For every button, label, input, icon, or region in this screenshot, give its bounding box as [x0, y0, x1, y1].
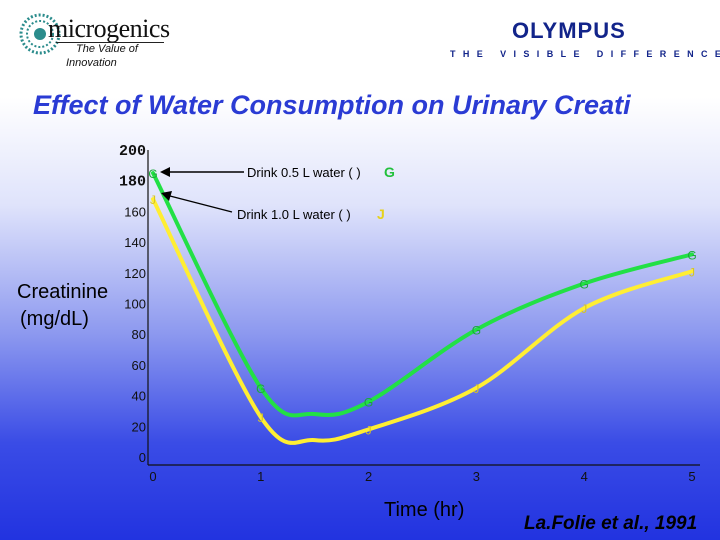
data-point-marker: G — [256, 382, 265, 396]
microgenics-rule — [56, 42, 164, 43]
y-axis-label-line1: Creatinine — [17, 281, 108, 303]
y-tick-label: 40 — [132, 389, 146, 404]
annotation-yellow: Drink 1.0 L water ( ) — [237, 207, 351, 222]
y-tick-label: 200 — [119, 143, 146, 160]
data-point-marker: G — [580, 278, 589, 292]
x-tick-label: 0 — [149, 469, 156, 484]
citation: La.Folie et al., 1991 — [524, 513, 698, 534]
x-tick-label: 5 — [688, 469, 695, 484]
y-tick-label: 0 — [139, 450, 146, 465]
y-tick-label: 180 — [119, 174, 146, 191]
data-point-marker: J — [581, 302, 587, 316]
y-tick-label: 80 — [132, 327, 146, 342]
x-tick-label: 2 — [365, 469, 372, 484]
x-tick-labels: 0 1 2 3 4 5 — [149, 469, 695, 484]
y-tick-label: 20 — [132, 419, 146, 434]
data-point-marker: G — [148, 167, 157, 181]
y-axis-label-line2: (mg/dL) — [20, 308, 89, 330]
data-point-marker: G — [472, 324, 481, 338]
slide-title: Effect of Water Consumption on Urinary C… — [33, 90, 631, 120]
annotation-arrowhead-green — [160, 167, 170, 177]
series-line-green — [151, 171, 694, 418]
chart-axes — [147, 150, 700, 466]
olympus-name: OLYMPUS — [512, 18, 626, 43]
data-point-marker: J — [473, 382, 479, 396]
series-line-yellow — [151, 197, 694, 445]
annotation-arrowhead-yellow — [161, 191, 172, 201]
microgenics-tagline-1: The Value of — [76, 43, 138, 55]
data-point-marker: G — [687, 248, 696, 262]
microgenics-tagline-2: Innovation — [66, 57, 117, 69]
data-point-marker: J — [258, 411, 264, 425]
y-tick-label: 60 — [132, 358, 146, 373]
annotation-green-marker: G — [384, 164, 395, 180]
data-point-marker: J — [689, 265, 695, 279]
microgenics-globe-icon — [19, 13, 61, 55]
x-axis-label: Time (hr) — [384, 499, 464, 521]
microgenics-logo: microgenics The Value of Innovation — [18, 12, 178, 74]
olympus-tagline: THE VISIBLE DIFFERENCE — [450, 49, 720, 59]
x-tick-label: 3 — [473, 469, 480, 484]
olympus-logo: OLYMPUS THE VISIBLE DIFFERENCE — [448, 18, 720, 63]
annotation-arrow-yellow — [169, 195, 233, 213]
legend-annotations: Drink 0.5 L water ( ) G Drink 1.0 L water … — [160, 164, 395, 222]
y-tick-label: 160 — [124, 204, 146, 219]
data-point-marker: J — [366, 423, 372, 437]
x-tick-label: 4 — [581, 469, 588, 484]
x-tick-label: 1 — [257, 469, 264, 484]
data-point-marker: G — [364, 396, 373, 410]
y-tick-label: 100 — [124, 297, 146, 312]
data-point-marker: J — [150, 193, 156, 207]
annotation-yellow-marker: J — [377, 206, 385, 222]
y-tick-labels: 0 20 40 60 80 100 120 140 160 180 200 — [119, 143, 146, 465]
annotation-green: Drink 0.5 L water ( ) — [247, 165, 361, 180]
y-tick-label: 140 — [124, 235, 146, 250]
y-tick-label: 120 — [124, 266, 146, 281]
series-lines — [151, 171, 694, 445]
microgenics-name: microgenics — [48, 14, 170, 43]
